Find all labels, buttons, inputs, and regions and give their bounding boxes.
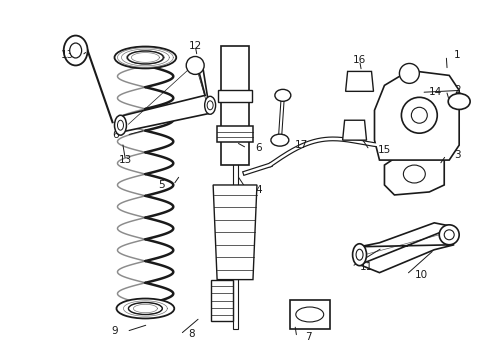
Text: 13: 13 xyxy=(60,50,74,60)
Text: 11: 11 xyxy=(360,262,373,272)
Circle shape xyxy=(412,107,427,123)
Text: 7: 7 xyxy=(305,332,311,342)
Text: 5: 5 xyxy=(159,180,165,190)
Bar xyxy=(211,280,233,321)
Text: 17: 17 xyxy=(295,140,308,150)
Polygon shape xyxy=(213,185,257,280)
Polygon shape xyxy=(121,58,210,132)
Ellipse shape xyxy=(448,94,470,109)
Text: 16: 16 xyxy=(353,55,366,66)
Text: 1: 1 xyxy=(454,50,461,60)
Polygon shape xyxy=(345,71,373,91)
Ellipse shape xyxy=(127,51,163,64)
Text: 15: 15 xyxy=(377,145,391,155)
Text: 4: 4 xyxy=(255,185,262,195)
Ellipse shape xyxy=(353,244,367,266)
Ellipse shape xyxy=(403,165,425,183)
Circle shape xyxy=(401,97,437,133)
Text: 6: 6 xyxy=(112,130,119,140)
Circle shape xyxy=(444,230,454,240)
Text: 3: 3 xyxy=(454,150,461,160)
Polygon shape xyxy=(360,223,454,273)
Text: 8: 8 xyxy=(188,329,195,339)
Ellipse shape xyxy=(117,298,174,319)
Polygon shape xyxy=(343,120,367,140)
Ellipse shape xyxy=(356,249,363,260)
Ellipse shape xyxy=(115,115,126,135)
Text: 13: 13 xyxy=(119,155,132,165)
Ellipse shape xyxy=(205,96,216,114)
Ellipse shape xyxy=(296,307,324,322)
Text: 2: 2 xyxy=(454,85,461,95)
Ellipse shape xyxy=(70,43,82,58)
Ellipse shape xyxy=(64,36,88,66)
Text: 6: 6 xyxy=(255,143,262,153)
Bar xyxy=(217,126,253,142)
Text: 10: 10 xyxy=(415,270,427,280)
Circle shape xyxy=(399,63,419,84)
Bar xyxy=(221,45,249,165)
Ellipse shape xyxy=(275,89,291,101)
Ellipse shape xyxy=(118,120,123,130)
Circle shape xyxy=(439,225,459,245)
Bar xyxy=(290,300,330,329)
Ellipse shape xyxy=(207,101,213,110)
Bar xyxy=(218,90,252,102)
Polygon shape xyxy=(374,71,459,160)
Ellipse shape xyxy=(115,46,176,68)
Text: 12: 12 xyxy=(189,41,202,50)
Polygon shape xyxy=(385,152,444,195)
Ellipse shape xyxy=(128,302,162,315)
Circle shape xyxy=(186,57,204,75)
Text: 14: 14 xyxy=(429,87,442,97)
Text: 9: 9 xyxy=(112,327,119,336)
Bar xyxy=(233,130,238,329)
Ellipse shape xyxy=(271,134,289,146)
